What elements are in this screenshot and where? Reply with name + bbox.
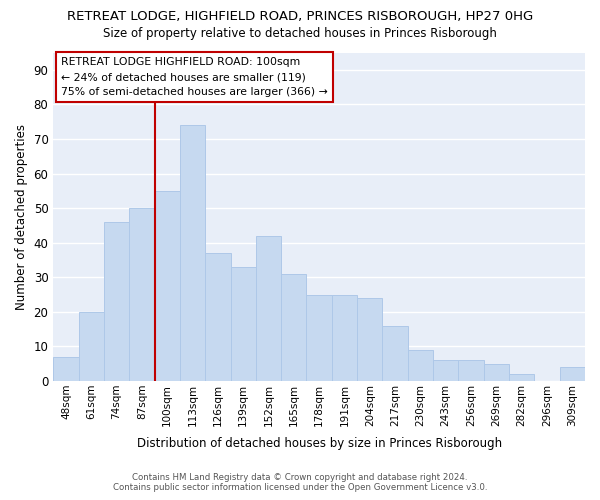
Bar: [408, 350, 433, 381]
Bar: [382, 326, 408, 381]
Text: RETREAT LODGE HIGHFIELD ROAD: 100sqm
← 24% of detached houses are smaller (119)
: RETREAT LODGE HIGHFIELD ROAD: 100sqm ← 2…: [61, 58, 328, 97]
X-axis label: Distribution of detached houses by size in Princes Risborough: Distribution of detached houses by size …: [137, 437, 502, 450]
Text: RETREAT LODGE, HIGHFIELD ROAD, PRINCES RISBOROUGH, HP27 0HG: RETREAT LODGE, HIGHFIELD ROAD, PRINCES R…: [67, 10, 533, 23]
Bar: [180, 125, 205, 381]
Bar: [458, 360, 484, 381]
Bar: [155, 191, 180, 381]
Y-axis label: Number of detached properties: Number of detached properties: [15, 124, 28, 310]
Bar: [205, 253, 230, 381]
Bar: [79, 312, 104, 381]
Bar: [281, 274, 307, 381]
Bar: [433, 360, 458, 381]
Bar: [307, 294, 332, 381]
Bar: [53, 357, 79, 381]
Text: Contains HM Land Registry data © Crown copyright and database right 2024.
Contai: Contains HM Land Registry data © Crown c…: [113, 473, 487, 492]
Bar: [104, 222, 129, 381]
Bar: [129, 208, 155, 381]
Bar: [484, 364, 509, 381]
Bar: [560, 367, 585, 381]
Bar: [357, 298, 382, 381]
Bar: [256, 236, 281, 381]
Bar: [230, 267, 256, 381]
Bar: [509, 374, 535, 381]
Text: Size of property relative to detached houses in Princes Risborough: Size of property relative to detached ho…: [103, 28, 497, 40]
Bar: [332, 294, 357, 381]
